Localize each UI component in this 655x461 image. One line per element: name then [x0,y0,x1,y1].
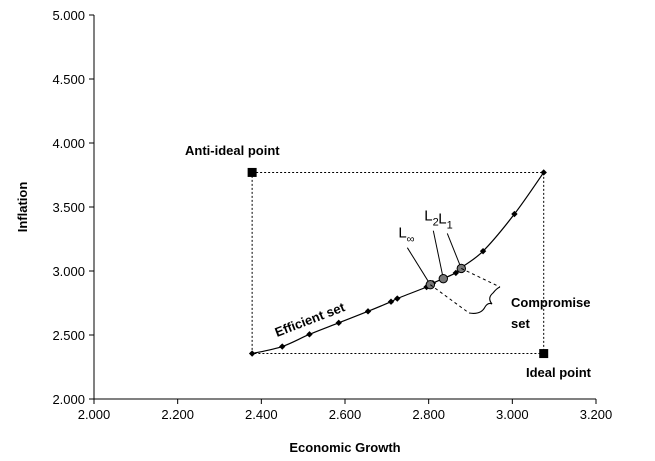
compromise-point [425,279,436,290]
projection-line [461,267,501,288]
y-axis-title: Inflation [15,182,30,233]
pointer-line [432,230,444,279]
data-point [394,295,401,302]
y-tick-label: 4.000 [52,136,85,151]
projection-line [430,284,470,314]
bounding-box [251,171,545,355]
y-tick-label: 5.000 [52,8,85,23]
y-tick-label: 2.500 [52,328,85,343]
x-axis-title: Economic Growth [289,440,400,455]
data-point [279,343,286,350]
efficient-set-line [251,172,545,355]
y-tick-label: 3.000 [52,264,85,279]
x-tick-label: 2.000 [78,407,111,422]
brace-layer [430,267,501,314]
data-point [540,169,547,176]
point-label: L∞ [398,225,414,246]
pointer-line [406,247,431,285]
data-point [387,298,395,305]
x-tick-label: 2.800 [412,407,445,422]
data-point [248,350,256,357]
point-label: L2 [424,208,438,229]
data-point [452,269,460,277]
x-tick-label: 3.200 [580,407,613,422]
data-point [364,308,372,315]
data-point [511,210,518,218]
point-label: L1 [438,210,452,231]
x-tick-label: 2.600 [329,407,362,422]
pointer-line [446,233,462,269]
y-tick-label: 4.500 [52,72,85,87]
axes [93,15,596,400]
compromise-label-line2: set [511,316,530,331]
anti-ideal-marker [247,167,257,177]
x-tick-label: 3.000 [496,407,529,422]
compromise-point [456,263,466,274]
ideal-label: Ideal point [526,365,592,380]
ideal-marker [539,349,549,359]
data-point [335,319,342,327]
y-tick-label: 2.000 [52,392,85,407]
y-tick-label: 3.500 [52,200,85,215]
x-tick-label: 2.200 [161,407,194,422]
ticks: 2.000 2.200 2.400 2.600 2.800 3.000 3.200 2.000… [52,8,612,422]
compromise-brace [468,286,501,314]
data-point [479,247,487,255]
x-tick-label: 2.400 [245,407,278,422]
compromise-label-line1: Compromise [511,295,590,310]
compromise-point [438,273,449,284]
ideal-bounding-box [251,171,545,355]
data-point [306,331,313,338]
anti-ideal-label: Anti-ideal point [185,143,280,158]
